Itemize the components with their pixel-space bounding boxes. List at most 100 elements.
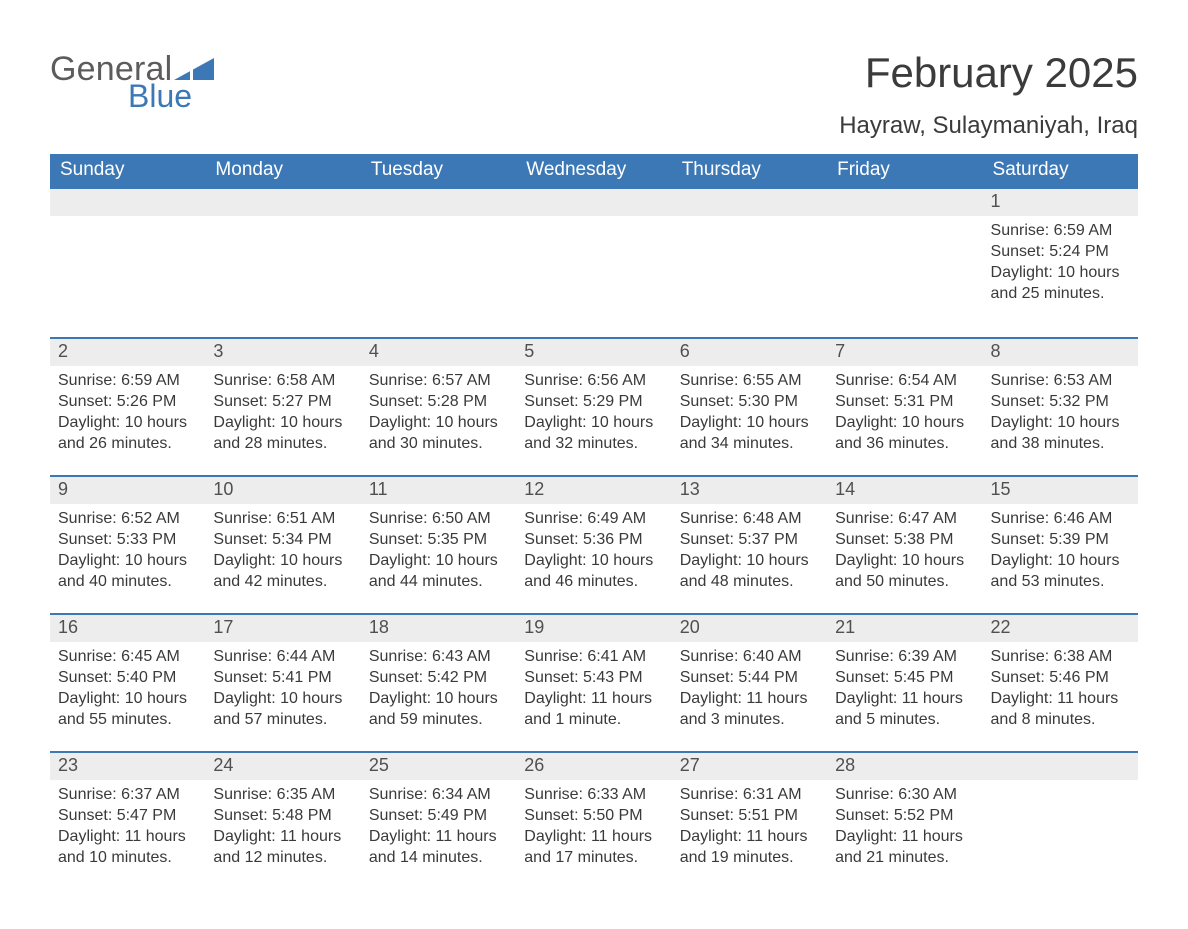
sunrise-text: Sunrise: 6:57 AM	[369, 370, 508, 391]
calendar-cell: 13Sunrise: 6:48 AMSunset: 5:37 PMDayligh…	[672, 475, 827, 613]
sunset-text: Sunset: 5:49 PM	[369, 805, 508, 826]
day-body: Sunrise: 6:45 AMSunset: 5:40 PMDaylight:…	[50, 642, 205, 736]
sunset-text: Sunset: 5:29 PM	[524, 391, 663, 412]
daylight-text: Daylight: 11 hours and 1 minute.	[524, 688, 663, 730]
sunset-text: Sunset: 5:43 PM	[524, 667, 663, 688]
day-body: Sunrise: 6:43 AMSunset: 5:42 PMDaylight:…	[361, 642, 516, 736]
sunset-text: Sunset: 5:46 PM	[991, 667, 1130, 688]
calendar-cell: 24Sunrise: 6:35 AMSunset: 5:48 PMDayligh…	[205, 751, 360, 889]
calendar-cell	[516, 187, 671, 337]
day-number	[361, 187, 516, 216]
day-body	[361, 216, 516, 226]
sunrise-text: Sunrise: 6:30 AM	[835, 784, 974, 805]
day-number: 23	[50, 751, 205, 780]
daylight-text: Daylight: 10 hours and 53 minutes.	[991, 550, 1130, 592]
day-number: 10	[205, 475, 360, 504]
weekday-header: Tuesday	[361, 154, 516, 187]
day-number	[205, 187, 360, 216]
day-body: Sunrise: 6:46 AMSunset: 5:39 PMDaylight:…	[983, 504, 1138, 598]
day-number: 21	[827, 613, 982, 642]
calendar-week: 9Sunrise: 6:52 AMSunset: 5:33 PMDaylight…	[50, 475, 1138, 613]
day-number	[672, 187, 827, 216]
day-body	[205, 216, 360, 226]
calendar-cell	[205, 187, 360, 337]
day-body: Sunrise: 6:39 AMSunset: 5:45 PMDaylight:…	[827, 642, 982, 736]
daylight-text: Daylight: 10 hours and 55 minutes.	[58, 688, 197, 730]
daylight-text: Daylight: 10 hours and 46 minutes.	[524, 550, 663, 592]
sunset-text: Sunset: 5:40 PM	[58, 667, 197, 688]
day-number: 2	[50, 337, 205, 366]
sunrise-text: Sunrise: 6:33 AM	[524, 784, 663, 805]
day-body: Sunrise: 6:54 AMSunset: 5:31 PMDaylight:…	[827, 366, 982, 460]
sunset-text: Sunset: 5:30 PM	[680, 391, 819, 412]
day-number: 1	[983, 187, 1138, 216]
day-number: 22	[983, 613, 1138, 642]
title-block: February 2025 Hayraw, Sulaymaniyah, Iraq	[839, 52, 1138, 140]
calendar-cell: 1Sunrise: 6:59 AMSunset: 5:24 PMDaylight…	[983, 187, 1138, 337]
sunrise-text: Sunrise: 6:56 AM	[524, 370, 663, 391]
sunrise-text: Sunrise: 6:54 AM	[835, 370, 974, 391]
sunrise-text: Sunrise: 6:58 AM	[213, 370, 352, 391]
weekday-header: Monday	[205, 154, 360, 187]
calendar-cell: 17Sunrise: 6:44 AMSunset: 5:41 PMDayligh…	[205, 613, 360, 751]
sunrise-text: Sunrise: 6:38 AM	[991, 646, 1130, 667]
weekday-header-row: Sunday Monday Tuesday Wednesday Thursday…	[50, 154, 1138, 187]
sunset-text: Sunset: 5:41 PM	[213, 667, 352, 688]
daylight-text: Daylight: 11 hours and 12 minutes.	[213, 826, 352, 868]
day-body: Sunrise: 6:41 AMSunset: 5:43 PMDaylight:…	[516, 642, 671, 736]
daylight-text: Daylight: 10 hours and 48 minutes.	[680, 550, 819, 592]
sunset-text: Sunset: 5:51 PM	[680, 805, 819, 826]
calendar-cell: 21Sunrise: 6:39 AMSunset: 5:45 PMDayligh…	[827, 613, 982, 751]
calendar-body: 1Sunrise: 6:59 AMSunset: 5:24 PMDaylight…	[50, 187, 1138, 889]
calendar-cell: 18Sunrise: 6:43 AMSunset: 5:42 PMDayligh…	[361, 613, 516, 751]
calendar-cell: 5Sunrise: 6:56 AMSunset: 5:29 PMDaylight…	[516, 337, 671, 475]
day-number: 17	[205, 613, 360, 642]
day-number: 15	[983, 475, 1138, 504]
sunset-text: Sunset: 5:34 PM	[213, 529, 352, 550]
daylight-text: Daylight: 10 hours and 57 minutes.	[213, 688, 352, 730]
calendar-cell: 23Sunrise: 6:37 AMSunset: 5:47 PMDayligh…	[50, 751, 205, 889]
sunset-text: Sunset: 5:44 PM	[680, 667, 819, 688]
weekday-header: Saturday	[983, 154, 1138, 187]
calendar-cell: 2Sunrise: 6:59 AMSunset: 5:26 PMDaylight…	[50, 337, 205, 475]
daylight-text: Daylight: 11 hours and 5 minutes.	[835, 688, 974, 730]
sunset-text: Sunset: 5:31 PM	[835, 391, 974, 412]
day-body	[50, 216, 205, 226]
brand-word-blue: Blue	[128, 80, 214, 112]
day-number: 28	[827, 751, 982, 780]
daylight-text: Daylight: 10 hours and 44 minutes.	[369, 550, 508, 592]
sunset-text: Sunset: 5:50 PM	[524, 805, 663, 826]
day-number	[516, 187, 671, 216]
daylight-text: Daylight: 10 hours and 42 minutes.	[213, 550, 352, 592]
day-number: 11	[361, 475, 516, 504]
day-number: 19	[516, 613, 671, 642]
calendar-cell: 3Sunrise: 6:58 AMSunset: 5:27 PMDaylight…	[205, 337, 360, 475]
daylight-text: Daylight: 11 hours and 19 minutes.	[680, 826, 819, 868]
calendar-cell	[983, 751, 1138, 889]
calendar-cell: 22Sunrise: 6:38 AMSunset: 5:46 PMDayligh…	[983, 613, 1138, 751]
calendar-cell: 25Sunrise: 6:34 AMSunset: 5:49 PMDayligh…	[361, 751, 516, 889]
day-body: Sunrise: 6:37 AMSunset: 5:47 PMDaylight:…	[50, 780, 205, 874]
day-body: Sunrise: 6:55 AMSunset: 5:30 PMDaylight:…	[672, 366, 827, 460]
day-body: Sunrise: 6:48 AMSunset: 5:37 PMDaylight:…	[672, 504, 827, 598]
calendar-cell	[50, 187, 205, 337]
sunset-text: Sunset: 5:35 PM	[369, 529, 508, 550]
sunrise-text: Sunrise: 6:49 AM	[524, 508, 663, 529]
day-number: 14	[827, 475, 982, 504]
calendar-cell: 8Sunrise: 6:53 AMSunset: 5:32 PMDaylight…	[983, 337, 1138, 475]
calendar-cell: 10Sunrise: 6:51 AMSunset: 5:34 PMDayligh…	[205, 475, 360, 613]
day-number: 26	[516, 751, 671, 780]
day-number: 12	[516, 475, 671, 504]
sunrise-text: Sunrise: 6:50 AM	[369, 508, 508, 529]
day-body	[827, 216, 982, 226]
sunset-text: Sunset: 5:48 PM	[213, 805, 352, 826]
day-number: 24	[205, 751, 360, 780]
calendar-cell	[827, 187, 982, 337]
calendar-cell: 6Sunrise: 6:55 AMSunset: 5:30 PMDaylight…	[672, 337, 827, 475]
brand-logo: General Blue	[50, 52, 214, 112]
calendar-cell: 7Sunrise: 6:54 AMSunset: 5:31 PMDaylight…	[827, 337, 982, 475]
brand-triangle-icon	[174, 58, 214, 80]
day-body: Sunrise: 6:57 AMSunset: 5:28 PMDaylight:…	[361, 366, 516, 460]
sunrise-text: Sunrise: 6:55 AM	[680, 370, 819, 391]
calendar-cell: 19Sunrise: 6:41 AMSunset: 5:43 PMDayligh…	[516, 613, 671, 751]
